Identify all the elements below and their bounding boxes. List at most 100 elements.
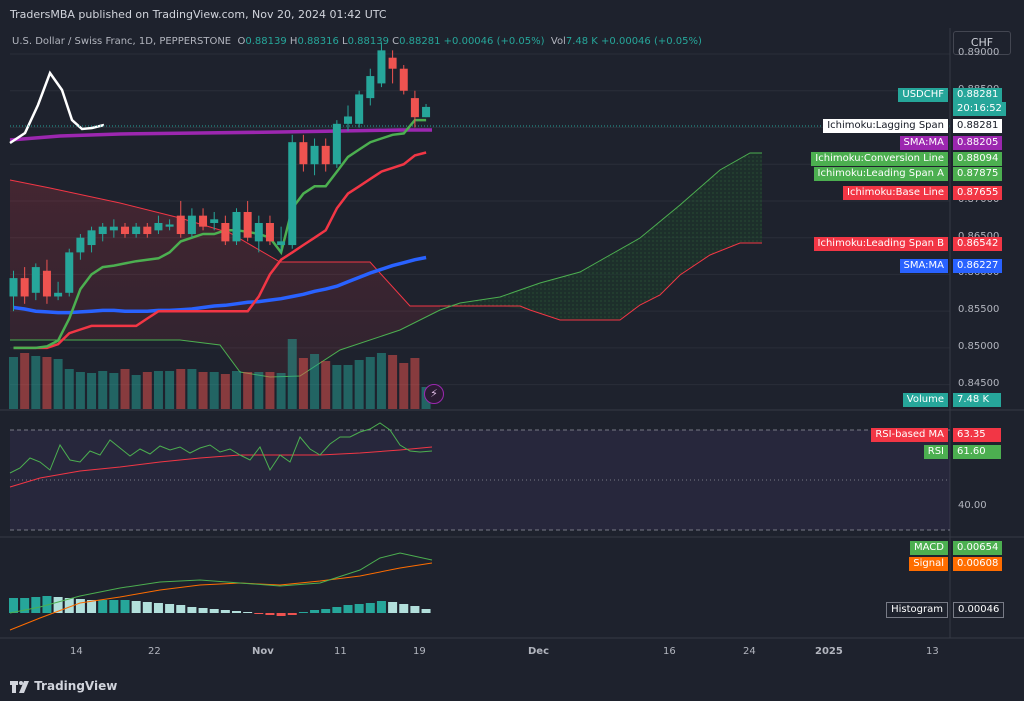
candle-body[interactable] xyxy=(232,211,241,242)
symbol-name[interactable]: U.S. Dollar / Swiss Franc, 1D, PEPPERSTO… xyxy=(12,36,232,47)
macd-histogram-bar xyxy=(142,602,152,613)
indicator-name-label: Ichimoku:Leading Span A xyxy=(813,167,948,181)
indicator-name-label: Ichimoku:Base Line xyxy=(843,186,948,200)
price-tick-label: 0.85500 xyxy=(958,304,1000,316)
candle-body[interactable] xyxy=(65,252,74,293)
candle-body[interactable] xyxy=(410,98,419,118)
close-value: 0.88281 xyxy=(399,36,441,47)
macd-histogram-bar xyxy=(153,603,163,613)
ichimoku-base-line xyxy=(13,151,427,350)
candle-body[interactable] xyxy=(76,237,85,253)
candle-body[interactable] xyxy=(132,226,141,235)
rsi-band[interactable] xyxy=(10,430,950,530)
macd-histogram-bar xyxy=(20,598,30,613)
ichimoku-conversion-line xyxy=(13,118,427,350)
volume-bar xyxy=(376,353,386,409)
volume-bar xyxy=(265,372,275,409)
volume-bar xyxy=(20,353,30,409)
candle-body[interactable] xyxy=(20,278,29,297)
tradingview-logo-icon xyxy=(10,680,29,693)
price-tick-label: 0.86500 xyxy=(958,231,999,242)
candle-body[interactable] xyxy=(299,142,308,165)
candle-body[interactable] xyxy=(54,292,63,297)
low-value: 0.88139 xyxy=(347,36,389,47)
indicator-value-label: 0.00046 xyxy=(953,602,1005,618)
candle-body[interactable] xyxy=(277,241,286,246)
indicator-value-label: 0.86227 xyxy=(953,259,1003,273)
indicator-value-label: 0.00608 xyxy=(953,557,1003,571)
indicator-name-label: SMA:MA xyxy=(899,136,948,150)
candle-body[interactable] xyxy=(355,94,364,124)
candle-body[interactable] xyxy=(210,219,219,223)
macd-histogram-bar xyxy=(109,600,119,613)
candle-body[interactable] xyxy=(9,278,18,297)
candle-body[interactable] xyxy=(366,76,375,99)
candle-body[interactable] xyxy=(87,230,96,246)
volume-bar xyxy=(310,354,320,409)
low-label: L xyxy=(342,36,348,47)
currency-button[interactable]: CHF xyxy=(953,31,1011,55)
macd-histogram-bar xyxy=(243,612,253,613)
publisher-note: TradersMBA published on TradingView.com,… xyxy=(10,8,387,21)
volume-bar xyxy=(98,371,108,409)
macd-histogram-bar xyxy=(354,604,364,613)
candle-body[interactable] xyxy=(399,68,408,91)
candle-body[interactable] xyxy=(422,106,431,118)
macd-histogram-bar xyxy=(388,602,398,613)
candle-body[interactable] xyxy=(221,223,230,242)
candle-body[interactable] xyxy=(154,223,163,231)
macd-histogram-bar xyxy=(131,601,141,613)
brand-name: TradingView xyxy=(34,679,118,693)
candle-body[interactable] xyxy=(344,116,352,124)
candle-body[interactable] xyxy=(243,211,252,238)
macd-histogram-bar xyxy=(209,609,219,613)
macd-histogram xyxy=(9,596,431,616)
candle-body[interactable] xyxy=(31,267,40,293)
volume-bar xyxy=(243,372,253,409)
candle-body[interactable] xyxy=(121,226,129,235)
indicator-name-label: Ichimoku:Lagging Span xyxy=(823,119,948,133)
volume-bar xyxy=(287,339,297,409)
candle-body[interactable] xyxy=(254,223,263,242)
candle-body[interactable] xyxy=(176,215,185,235)
candle-body[interactable] xyxy=(265,223,274,242)
indicator-value-label: 0.00654 xyxy=(953,541,1003,555)
indicator-value-label: 7.48 K xyxy=(953,393,1001,407)
candle-body[interactable] xyxy=(42,270,51,297)
candle-body[interactable] xyxy=(109,226,118,231)
candle-body[interactable] xyxy=(288,142,297,246)
volume-bar xyxy=(209,372,219,409)
indicator-name-label: Histogram xyxy=(886,602,948,618)
candle-body[interactable] xyxy=(321,145,330,165)
macd-histogram-bar xyxy=(187,607,197,613)
lightning-icon[interactable]: ⚡ xyxy=(424,384,444,404)
candle-body[interactable] xyxy=(377,50,386,84)
candle-body[interactable] xyxy=(332,123,341,165)
volume-bar xyxy=(142,372,152,409)
candle-body[interactable] xyxy=(388,57,397,69)
macd-histogram-bar xyxy=(87,600,97,613)
volume-bar xyxy=(399,363,409,409)
macd-histogram-bar xyxy=(220,610,230,613)
candle-body[interactable] xyxy=(187,215,196,235)
candle-body[interactable] xyxy=(199,215,208,227)
macd-histogram-bar xyxy=(53,597,63,613)
tradingview-brand: TradingView xyxy=(10,679,117,693)
macd-histogram-bar xyxy=(365,603,375,613)
candle-body[interactable] xyxy=(310,145,319,165)
time-tick-label: 16 xyxy=(663,646,676,657)
ichimoku-leading-span-a xyxy=(10,152,762,378)
volume-bar xyxy=(365,357,375,409)
candle-body[interactable] xyxy=(143,226,152,235)
macd-histogram-bar xyxy=(9,598,18,613)
volume-bar xyxy=(410,358,420,409)
volume-bar xyxy=(31,356,41,409)
candle-body[interactable] xyxy=(98,226,107,235)
macd-histogram-bar xyxy=(332,607,342,613)
macd-histogram-bar xyxy=(421,609,431,613)
candle-body[interactable] xyxy=(165,224,174,227)
open-label: O xyxy=(237,36,246,47)
indicator-name-label: Volume xyxy=(902,393,948,407)
macd-histogram-bar xyxy=(254,613,264,614)
